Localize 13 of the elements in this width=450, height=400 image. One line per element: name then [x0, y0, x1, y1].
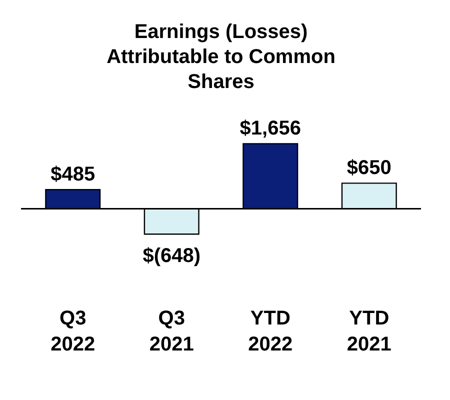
bar	[144, 208, 200, 235]
data-label: $650	[346, 157, 392, 180]
data-label: $1,656	[240, 118, 301, 140]
x-tick-label: YTD 2021	[346, 308, 392, 356]
bar	[341, 182, 397, 210]
bar	[45, 189, 101, 210]
x-tick-label: Q3 2022	[50, 308, 96, 356]
data-label: $485	[50, 164, 96, 186]
x-tick-label: YTD 2022	[248, 308, 293, 356]
data-label: $(648)	[142, 245, 201, 268]
x-tick-label: Q3 2021	[149, 308, 194, 356]
bar	[242, 143, 298, 210]
chart-title: Earnings (Losses) Attributable to Common Shares	[106, 21, 336, 93]
